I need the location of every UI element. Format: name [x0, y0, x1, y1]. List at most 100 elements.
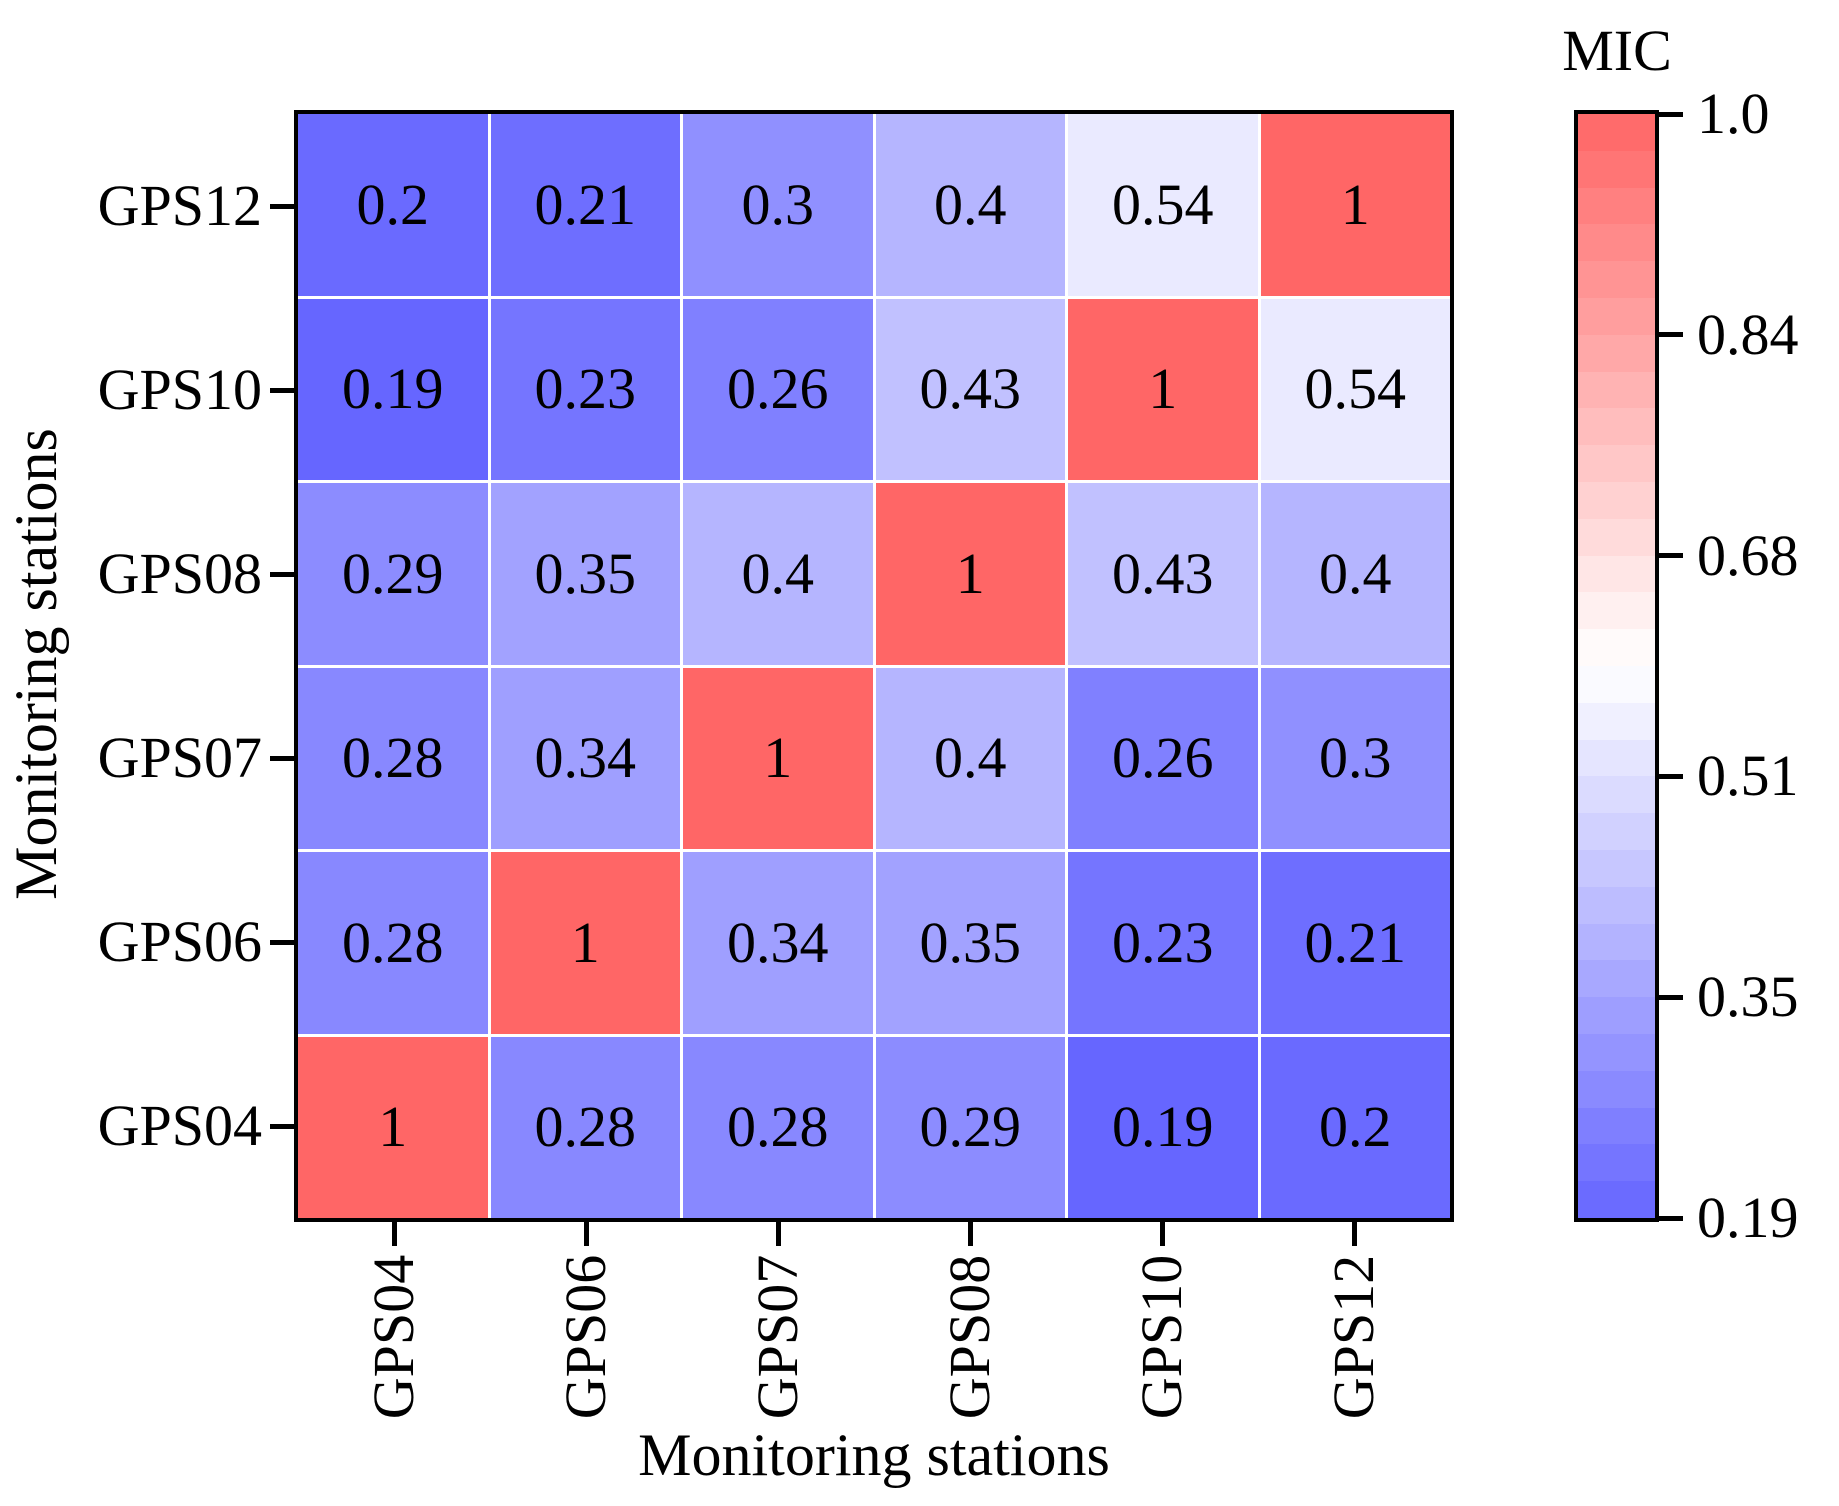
heatmap-cell: 0.29 — [875, 1036, 1065, 1218]
heatmap-plot: 0.2 0.21 0.3 0.4 0.54 1 0.19 0.23 0.26 0.43 1 0.54 0… — [294, 110, 1454, 1222]
heatmap-cell: 0.4 — [875, 667, 1065, 849]
colorbar-segment — [1578, 923, 1655, 961]
heatmap-cell: 0.4 — [1260, 483, 1450, 665]
heatmap-cell: 1 — [298, 1036, 488, 1218]
heatmap-cell: 0.23 — [1068, 852, 1258, 1034]
heatmap-cell: 0.54 — [1068, 114, 1258, 296]
colorbar-segment — [1578, 776, 1655, 814]
colorbar-segment — [1578, 592, 1655, 630]
colorbar-tick — [1659, 111, 1683, 117]
colorbar-segment — [1578, 187, 1655, 225]
heatmap-cell: 0.28 — [298, 667, 488, 849]
heatmap-cell: 0.19 — [1068, 1036, 1258, 1218]
colorbar — [1574, 110, 1659, 1222]
colorbar-segment — [1578, 150, 1655, 188]
heatmap-cell: 0.19 — [298, 298, 488, 480]
x-tick — [1159, 1222, 1165, 1246]
colorbar-segment — [1578, 886, 1655, 924]
y-tick-label: GPS07 — [97, 725, 262, 790]
colorbar-segment — [1578, 1070, 1655, 1108]
colorbar-segment — [1578, 960, 1655, 998]
heatmap-cell: 1 — [1068, 298, 1258, 480]
colorbar-segment — [1578, 297, 1655, 335]
heatmap-cell: 0.54 — [1260, 298, 1450, 480]
colorbar-tick-label: 0.35 — [1697, 964, 1799, 1030]
colorbar-segment — [1578, 334, 1655, 372]
heatmap-cell: 0.34 — [683, 852, 873, 1034]
y-tick-label: GPS10 — [97, 357, 262, 422]
colorbar-segment — [1578, 629, 1655, 666]
x-tick — [1351, 1222, 1357, 1246]
colorbar-segment — [1578, 224, 1655, 262]
colorbar-segment — [1578, 665, 1655, 703]
colorbar-gradient — [1578, 114, 1655, 1218]
colorbar-segment — [1578, 261, 1655, 298]
colorbar-tick-label: 0.68 — [1697, 522, 1799, 588]
y-tick — [270, 1123, 294, 1129]
colorbar-tick — [1659, 332, 1683, 338]
heatmap-cell: 0.28 — [490, 1036, 680, 1218]
heatmap-cell: 0.3 — [1260, 667, 1450, 849]
colorbar-segment — [1578, 481, 1655, 519]
heatmap-grid: 0.2 0.21 0.3 0.4 0.54 1 0.19 0.23 0.26 0.43 1 0.54 0… — [298, 114, 1450, 1218]
y-tick-label: GPS04 — [97, 1093, 262, 1158]
colorbar-title: MIC — [1562, 18, 1672, 83]
x-tick — [391, 1222, 397, 1246]
colorbar-segment — [1578, 518, 1655, 556]
heatmap-cell: 0.28 — [683, 1036, 873, 1218]
colorbar-segment — [1578, 813, 1655, 850]
colorbar-segment — [1578, 1181, 1655, 1218]
heatmap-cell: 0.43 — [1068, 483, 1258, 665]
colorbar-tick — [1659, 553, 1683, 559]
colorbar-tick — [1659, 773, 1683, 779]
y-tick — [270, 939, 294, 945]
heatmap-cell: 0.21 — [1260, 852, 1450, 1034]
heatmap-cell: 0.23 — [490, 298, 680, 480]
y-axis-title: Monitoring stations — [3, 428, 69, 900]
heatmap-cell: 0.2 — [298, 114, 488, 296]
colorbar-segment — [1578, 702, 1655, 740]
colorbar-segment — [1578, 1144, 1655, 1182]
heatmap-cell: 0.28 — [298, 852, 488, 1034]
heatmap-cell: 0.26 — [683, 298, 873, 480]
x-tick — [583, 1222, 589, 1246]
colorbar-segment — [1578, 739, 1655, 777]
y-tick — [270, 755, 294, 761]
colorbar-segment — [1578, 445, 1655, 482]
colorbar-segment — [1578, 114, 1655, 151]
x-tick-label: GPS04 — [361, 1254, 426, 1420]
heatmap-cell: 0.29 — [298, 483, 488, 665]
colorbar-segment — [1578, 1107, 1655, 1145]
heatmap-cell: 0.43 — [875, 298, 1065, 480]
colorbar-tick — [1659, 994, 1683, 1000]
y-tick-label: GPS12 — [97, 173, 262, 238]
y-tick — [270, 387, 294, 393]
x-tick — [967, 1222, 973, 1246]
x-tick — [775, 1222, 781, 1246]
heatmap-cell: 1 — [683, 667, 873, 849]
heatmap-cell: 1 — [1260, 114, 1450, 296]
colorbar-tick-label: 0.51 — [1697, 743, 1799, 809]
x-axis-title: Monitoring stations — [638, 1422, 1110, 1488]
colorbar-segment — [1578, 408, 1655, 446]
colorbar-tick-label: 0.84 — [1697, 301, 1799, 367]
y-tick — [270, 203, 294, 209]
heatmap-cell: 0.35 — [490, 483, 680, 665]
heatmap-cell: 0.35 — [875, 852, 1065, 1034]
heatmap-cell: 0.21 — [490, 114, 680, 296]
colorbar-segment — [1578, 1033, 1655, 1071]
heatmap-cell: 1 — [490, 852, 680, 1034]
heatmap-cell: 0.34 — [490, 667, 680, 849]
heatmap-cell: 0.4 — [875, 114, 1065, 296]
heatmap-cell: 0.26 — [1068, 667, 1258, 849]
colorbar-tick-label: 0.19 — [1697, 1185, 1799, 1250]
y-tick — [270, 571, 294, 577]
colorbar-tick-label: 1.0 — [1697, 81, 1770, 146]
y-tick-label: GPS08 — [97, 541, 262, 606]
heatmap-cell: 0.2 — [1260, 1036, 1450, 1218]
colorbar-segment — [1578, 371, 1655, 409]
x-tick-label: GPS12 — [1321, 1254, 1386, 1420]
colorbar-segment — [1578, 849, 1655, 887]
heatmap-cell: 1 — [875, 483, 1065, 665]
